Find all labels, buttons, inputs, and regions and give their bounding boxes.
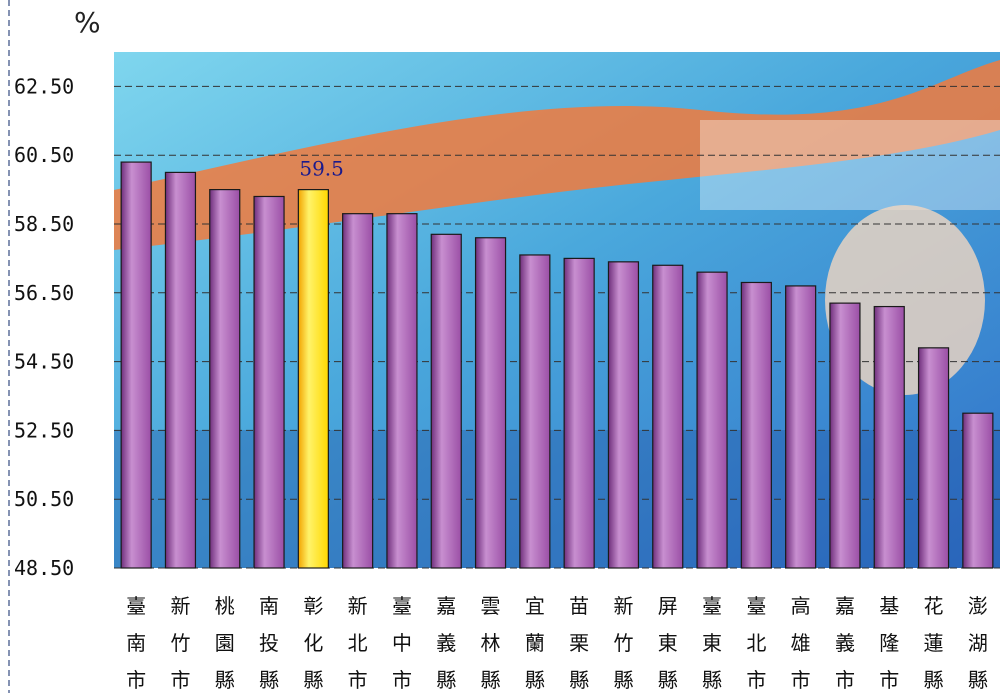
x-tick-label: 南投縣	[259, 594, 279, 692]
x-tick-label: 彰化縣	[303, 594, 323, 692]
y-tick-label: 60.50	[14, 143, 74, 167]
bar-9	[476, 238, 506, 568]
bar-5	[298, 190, 328, 568]
x-tick-label: 新竹市	[170, 594, 190, 692]
x-tick-label: 宜蘭縣	[525, 594, 545, 692]
x-tick-label: 臺北市	[746, 594, 766, 692]
bar-16	[786, 286, 816, 568]
x-tick-label: 臺南市	[126, 594, 146, 692]
y-tick-label: 62.50	[14, 74, 74, 98]
y-tick-label: 50.50	[14, 487, 74, 511]
background-highlight	[700, 120, 1000, 210]
x-tick-label: 桃園縣	[215, 594, 235, 692]
bar-19	[919, 348, 949, 568]
x-tick-label: 新竹縣	[613, 594, 633, 692]
x-tick-label: 臺中市	[392, 594, 412, 692]
bar-11	[564, 258, 594, 568]
y-tick-label: 52.50	[14, 418, 74, 442]
x-tick-label: 臺東縣	[702, 594, 722, 692]
x-tick-label: 嘉義市	[835, 594, 855, 692]
bar-3	[210, 190, 240, 568]
y-tick-label: 54.50	[14, 350, 74, 374]
x-tick-label: 高雄市	[791, 594, 811, 692]
x-tick-label: 澎湖縣	[968, 594, 988, 692]
bar-12	[608, 262, 638, 568]
background-poster-image	[114, 52, 1000, 568]
bar-18	[874, 307, 904, 568]
bar-4	[254, 196, 284, 568]
y-tick-label: 48.50	[14, 556, 74, 580]
bar-13	[653, 265, 683, 568]
bar-1	[121, 162, 151, 568]
bar-10	[520, 255, 550, 568]
bar-20	[963, 413, 993, 568]
y-axis-unit-label: %	[74, 6, 101, 39]
bar-2	[165, 172, 195, 568]
x-tick-label: 新北市	[348, 594, 368, 692]
x-tick-label: 苗栗縣	[569, 594, 589, 692]
x-tick-label: 基隆市	[879, 594, 899, 692]
y-tick-label: 58.50	[14, 212, 74, 236]
x-tick-label: 屏東縣	[658, 594, 678, 692]
x-tick-label: 雲林縣	[481, 594, 501, 692]
bar-17	[830, 303, 860, 568]
bar-15	[741, 282, 771, 568]
x-tick-label: 花蓮縣	[924, 594, 944, 692]
bar-7	[387, 214, 417, 568]
bar-8	[431, 234, 461, 568]
bar-6	[343, 214, 373, 568]
bar-14	[697, 272, 727, 568]
y-tick-label: 56.50	[14, 281, 74, 305]
x-tick-label: 嘉義縣	[436, 594, 456, 692]
data-label: 59.5	[299, 157, 344, 181]
